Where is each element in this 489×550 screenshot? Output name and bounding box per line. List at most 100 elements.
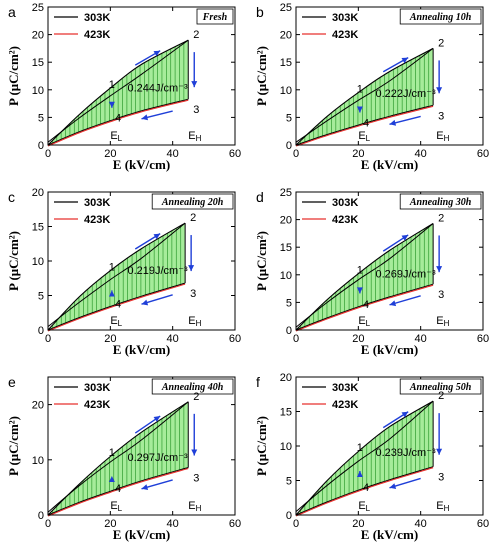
arrow-cooling-head [436,266,443,273]
panel-b: 0 20 40 60 0 5 10 15 20 25 E (kV/cm) P (μC/cm²) b Ann… [254,2,489,172]
series-423K [47,283,186,332]
x-axis-label: E (kV/cm) [361,527,418,542]
energy-region [296,401,434,515]
arrow-heating-head [108,290,115,297]
y-tick-label: 10 [280,85,292,97]
panel-d: 0 20 40 60 0 5 10 15 20 25 E (kV/cm) P (μC/cm²) d Ann… [254,187,489,357]
plot-frame [47,6,236,146]
y-tick-label: 5 [286,112,292,124]
arrow-charge-303K-head [153,416,161,422]
series-303K [47,39,189,146]
x-axis-label: E (kV/cm) [113,342,170,357]
legend: 303K 423K [54,382,110,411]
y-axis-label: P (μC/cm²) [6,231,21,291]
x-tick-label: 60 [229,333,241,345]
point-label-1: 1 [109,261,115,273]
arrow-discharge-423K-head [141,484,149,491]
energy-density-label: 0.269J/cm⁻³ [375,269,436,281]
point-label-2: 2 [438,390,444,402]
point-label-2: 2 [438,212,444,224]
point-label-1: 1 [357,83,363,95]
point-label-1: 1 [109,447,115,459]
x-tick-label: 0 [45,148,51,160]
series-423K [47,99,189,147]
series-423K [47,467,189,517]
y-tick-label: 10 [32,256,44,268]
legend-label-423K: 423K [332,214,358,226]
arrow-heating-head [108,476,115,483]
eh-label: EH [188,500,201,513]
legend-label-303K: 303K [332,382,358,394]
eh-subscript: H [196,319,202,328]
eh-label: EH [188,130,201,143]
arrow-discharge-423K-head [389,300,397,307]
series-303K [47,222,186,331]
legend: 303K 423K [302,197,358,226]
el-label: EL [358,500,370,513]
y-tick-label: 10 [280,441,292,453]
legend-label-423K: 423K [332,399,358,411]
panel-title-box: Annealing 10h [399,8,482,25]
point-label-3: 3 [193,104,199,116]
x-tick-label: 20 [104,518,116,530]
arrow-cooling-head [191,81,198,88]
x-axis-label: E (kV/cm) [361,342,418,357]
series-303K [295,400,434,516]
y-tick-label: 20 [32,187,44,199]
arrow-discharge-423K-head [141,299,149,306]
y-tick-label: 10 [32,455,44,467]
series-303K [295,47,434,146]
legend: 303K 423K [302,382,358,411]
y-axis-label: P (μC/cm²) [254,46,269,106]
el-label: EL [110,315,122,328]
panel-title-box: Fresh [196,8,234,25]
title-box-frame [399,8,482,25]
y-tick-label: 20 [280,372,292,384]
plot-frame [295,6,484,146]
arrow-cooling-head [436,87,443,94]
energy-hatching [300,403,430,514]
plot-frame [295,191,484,331]
arrow-cooling-head [188,265,195,272]
title-box-frame [399,193,482,210]
y-tick-label: 25 [280,187,292,199]
y-axis-label: P (μC/cm²) [6,46,21,106]
series-303K [47,401,189,516]
point-label-3: 3 [438,289,444,301]
y-axis-label: P (μC/cm²) [254,416,269,476]
y-tick-label: 0 [38,140,44,152]
point-label-4: 4 [115,483,121,495]
y-tick-label: 15 [280,57,292,69]
x-tick-label: 0 [45,333,51,345]
point-label-3: 3 [193,473,199,485]
panel-title: Annealing 30h [409,197,472,208]
series-423K [295,467,434,517]
el-label: EL [358,315,370,328]
x-tick-label: 60 [477,518,489,530]
legend-label-303K: 303K [84,382,110,394]
x-tick-label: 0 [45,518,51,530]
x-tick-label: 0 [293,333,299,345]
y-axis-label: P (μC/cm²) [254,231,269,291]
point-label-4: 4 [363,299,369,311]
series-303K [295,223,434,331]
y-tick-label: 15 [32,222,44,234]
point-label-3: 3 [438,110,444,122]
arrow-charge-303K-head [401,234,409,241]
x-tick-label: 60 [477,148,489,160]
arrow-cooling-head [191,449,198,456]
el-subscript: L [118,504,123,513]
title-box-frame [151,378,234,395]
panel-title-box: Annealing 40h [151,378,234,395]
series-303K-discharge [295,223,434,328]
y-tick-label: 5 [286,297,292,309]
x-axis-label: E (kV/cm) [361,157,418,172]
panel-title: Annealing 10h [409,12,472,23]
point-label-1: 1 [357,442,363,454]
legend-label-423K: 423K [84,29,110,41]
y-tick-label: 0 [286,510,292,522]
panel-label: c [8,189,15,205]
series-303K-discharge [295,400,434,512]
